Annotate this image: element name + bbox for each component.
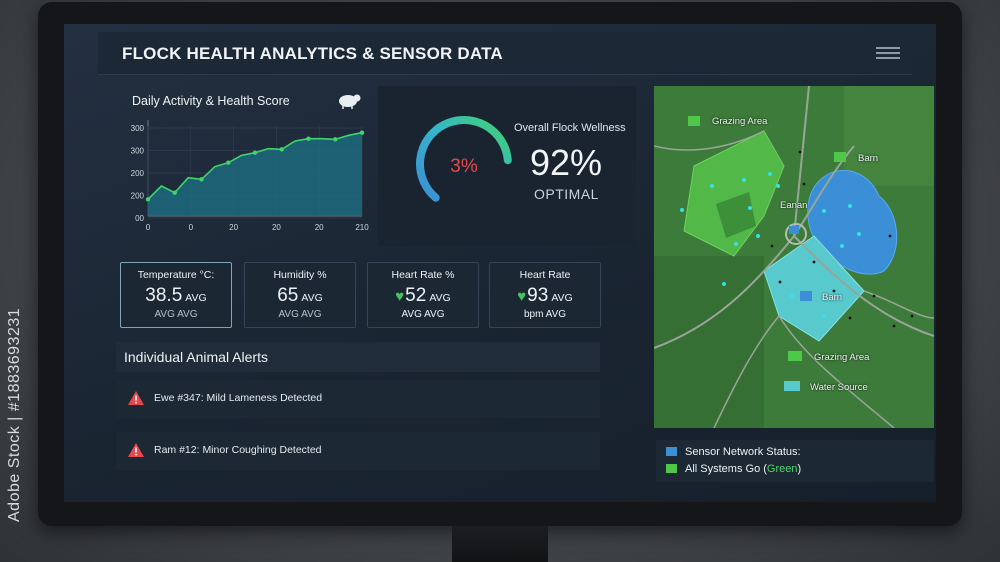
metric-sub: AVG AVG	[154, 309, 198, 320]
wellness-label: Overall Flock Wellness	[514, 122, 626, 134]
metric-value: 38.5	[145, 285, 183, 306]
warning-icon	[128, 443, 144, 457]
y-tick-label: 300	[131, 124, 145, 133]
data-point	[359, 130, 365, 135]
x-tick-label: 210	[355, 223, 369, 232]
warning-icon	[128, 391, 144, 405]
y-tick-label: 300	[131, 147, 145, 156]
heart-icon: ♥	[395, 288, 405, 305]
status-suffix: )	[797, 463, 802, 475]
status-green-text: Green	[766, 463, 798, 475]
farm-map[interactable]: Grazing Area Barn Eanan Barn Grazing Are…	[654, 86, 934, 428]
map-label-eanan: Eanan	[780, 200, 808, 211]
wellness-value: 92%	[530, 142, 603, 183]
green-square-icon	[666, 464, 677, 473]
humidity-card[interactable]: Humidity % 65 AVG AVG AVG	[244, 262, 356, 328]
metric-label: Temperature °C:	[137, 269, 215, 281]
metric-unit: AVG	[185, 292, 207, 304]
x-tick-label: 0	[189, 223, 194, 232]
sheep-icon	[339, 94, 361, 109]
heart-icon: ♥	[517, 288, 527, 305]
alert-text: Ewe #347: Mild Lameness Detected	[154, 392, 323, 404]
data-point	[145, 197, 151, 202]
alerts-title: Individual Animal Alerts	[124, 349, 268, 365]
chart-title: Daily Activity & Health Score	[132, 94, 290, 108]
x-tick-label: 20	[315, 223, 324, 232]
temperature-card[interactable]: Temperature °C: 38.5 AVG AVG AVG	[120, 262, 232, 328]
wellness-card: 3% Overall Flock Wellness 92% OPTIMAL	[378, 86, 636, 246]
area-fill	[148, 132, 362, 216]
hamburger-menu-icon[interactable]	[876, 47, 900, 59]
map-label-barn-2: Barn	[822, 292, 843, 303]
dashboard-screen: FLOCK HEALTH ANALYTICS & SENSOR DATA 300…	[64, 24, 936, 502]
alert-text: Ram #12: Minor Coughing Detected	[154, 444, 322, 456]
map-label-grazing-area: Grazing Area	[712, 116, 768, 127]
wellness-status: OPTIMAL	[534, 186, 599, 202]
sensor-status-panel: Sensor Network Status: All Systems Go (G…	[656, 440, 934, 482]
map-label-water-source: Water Source	[810, 382, 868, 393]
data-point	[333, 137, 338, 142]
data-point	[279, 147, 284, 152]
metric-unit: AVG	[301, 292, 323, 304]
status-prefix: All Systems Go (	[685, 463, 767, 475]
x-tick-label: 20	[229, 223, 238, 232]
x-tick-label: 20	[272, 223, 281, 232]
y-tick-label: 00	[135, 214, 144, 223]
metric-unit: AVG	[551, 292, 573, 304]
y-tick-label: 200	[131, 169, 145, 178]
sensor-status-value: All Systems Go (Green)	[666, 463, 801, 475]
metric-label: Humidity %	[273, 269, 327, 281]
stock-id-text: Adobe Stock | #1883693231	[6, 307, 23, 522]
wellness-gauge	[416, 116, 512, 202]
map-label-barn: Barn	[858, 153, 879, 164]
metric-sub: bpm AVG	[523, 309, 567, 320]
activity-chart-card: 300 300 200 200 00 0 0 20 20 20 210 Daily Activity…	[104, 86, 372, 246]
metric-value: 93	[527, 285, 549, 306]
heart-rate-card[interactable]: Heart Rate ♥93 AVG bpm AVG	[489, 262, 601, 328]
data-point	[306, 136, 311, 141]
data-point	[252, 150, 258, 155]
metric-unit: AVG	[429, 292, 451, 304]
metric-sub: AVG AVG	[401, 309, 445, 320]
page-title: FLOCK HEALTH ANALYTICS & SENSOR DATA	[122, 44, 503, 63]
gauge-percent: 3%	[450, 156, 478, 177]
metric-value: 52	[405, 285, 427, 306]
metric-sub: AVG AVG	[278, 309, 322, 320]
heart-rate-percent-card[interactable]: Heart Rate % ♥52 AVG AVG AVG	[367, 262, 479, 328]
metric-label: Heart Rate	[519, 269, 571, 281]
map-label-grazing-area-2: Grazing Area	[814, 352, 870, 363]
metric-value: 65	[277, 285, 299, 306]
y-tick-label: 200	[131, 192, 145, 201]
alerts-header: Individual Animal Alerts	[116, 342, 600, 372]
data-point	[199, 177, 204, 182]
sensor-status-label: Sensor Network Status:	[685, 446, 801, 458]
dashboard-header: FLOCK HEALTH ANALYTICS & SENSOR DATA	[98, 32, 912, 75]
alert-item[interactable]: Ewe #347: Mild Lameness Detected	[116, 380, 600, 418]
data-point	[226, 160, 231, 165]
alert-item[interactable]: Ram #12: Minor Coughing Detected	[116, 432, 600, 470]
map-graphic	[654, 86, 934, 428]
blue-square-icon	[666, 447, 677, 456]
sensor-status-line: Sensor Network Status:	[666, 446, 801, 458]
metric-label: Heart Rate %	[391, 269, 455, 281]
monitor-stand	[452, 526, 548, 562]
x-tick-label: 0	[146, 223, 151, 232]
data-point	[172, 190, 177, 195]
